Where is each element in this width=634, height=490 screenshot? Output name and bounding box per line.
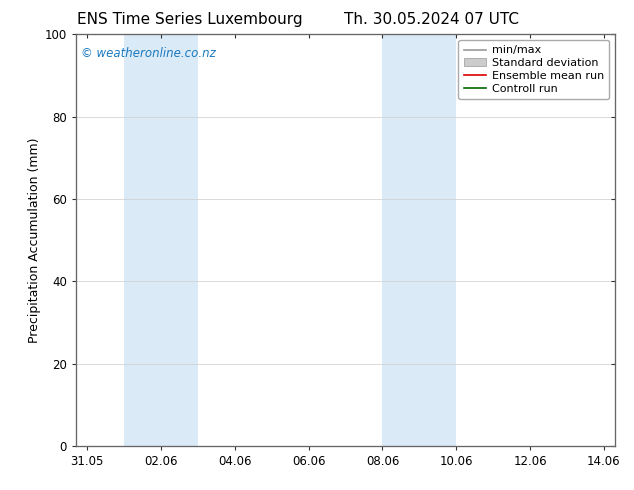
Bar: [382, 34, 401, 446]
Text: ENS Time Series Luxembourg: ENS Time Series Luxembourg: [77, 12, 303, 27]
Bar: [124, 34, 143, 446]
Legend: min/max, Standard deviation, Ensemble mean run, Controll run: min/max, Standard deviation, Ensemble me…: [458, 40, 609, 99]
Y-axis label: Precipitation Accumulation (mm): Precipitation Accumulation (mm): [28, 137, 41, 343]
Text: Th. 30.05.2024 07 UTC: Th. 30.05.2024 07 UTC: [344, 12, 519, 27]
Bar: [143, 34, 198, 446]
Text: © weatheronline.co.nz: © weatheronline.co.nz: [81, 47, 216, 60]
Bar: [401, 34, 456, 446]
